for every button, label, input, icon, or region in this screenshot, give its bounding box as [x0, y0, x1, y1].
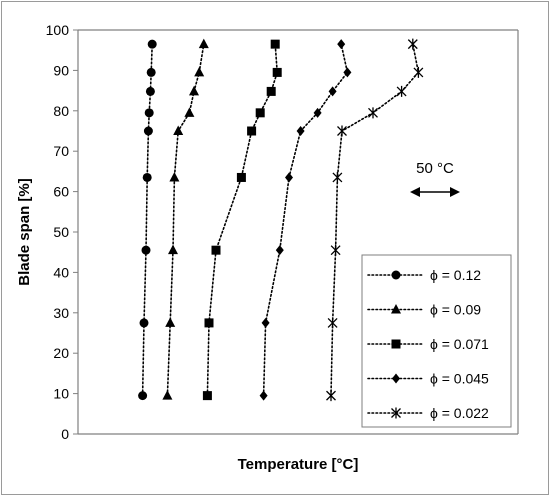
y-tick-label: 30: [53, 305, 69, 321]
data-point-star: [332, 171, 343, 183]
legend: ϕ = 0.12 ϕ = 0.09 ϕ = 0.071 ϕ = 0.045 ϕ = 0.…: [361, 254, 512, 428]
data-point-circle: [144, 108, 154, 118]
series-group: [138, 39, 157, 401]
data-point-circle: [138, 391, 148, 401]
scale-arrow-head-right: [450, 187, 460, 197]
data-point-triangle: [189, 85, 199, 96]
data-point-diamond: [328, 86, 337, 97]
y-tick-label: 10: [53, 386, 69, 402]
series-layer: [138, 38, 424, 402]
data-point-square: [211, 245, 221, 255]
legend-item: ϕ = 0.045: [367, 371, 489, 387]
data-point-circle: [146, 67, 156, 77]
data-point-star: [391, 407, 401, 419]
data-point-diamond: [259, 390, 268, 401]
scale-arrow-head-left: [410, 187, 420, 197]
data-point-circle: [143, 126, 153, 136]
data-point-triangle: [198, 38, 209, 49]
data-point-triangle: [169, 171, 180, 182]
data-point-triangle: [165, 317, 176, 327]
data-point-diamond: [313, 107, 322, 118]
series-line: [206, 43, 279, 397]
y-tick-label: 60: [53, 184, 69, 200]
data-point-star: [407, 38, 418, 50]
y-tick-label: 0: [61, 426, 69, 442]
legend-label: ϕ = 0.071: [430, 336, 489, 352]
legend-items: ϕ = 0.12 ϕ = 0.09 ϕ = 0.071 ϕ = 0.045 ϕ = 0.…: [367, 267, 489, 421]
data-point-triangle: [173, 125, 184, 135]
y-axis-title: Blade span [%]: [16, 178, 33, 286]
data-point-square: [255, 108, 265, 118]
series-line: [141, 43, 153, 397]
data-point-diamond: [296, 126, 305, 136]
x-axis-title: Temperature [°C]: [238, 456, 359, 473]
legend-item: ϕ = 0.09: [367, 302, 481, 318]
legend-item: ϕ = 0.12: [367, 267, 481, 283]
data-point-triangle: [162, 390, 173, 400]
data-point-triangle: [168, 244, 178, 255]
data-point-diamond: [285, 172, 293, 183]
y-tick-label: 70: [53, 143, 69, 159]
legend-box: [361, 254, 512, 428]
data-point-circle: [141, 245, 151, 255]
data-point-circle: [391, 270, 401, 280]
legend-item: ϕ = 0.022: [367, 405, 489, 421]
legend-label: ϕ = 0.022: [430, 405, 489, 421]
data-point-circle: [142, 172, 152, 182]
data-point-diamond: [337, 39, 346, 50]
legend-item: ϕ = 0.071: [367, 336, 489, 352]
y-tick-label: 50: [53, 224, 69, 240]
data-point-square: [247, 126, 257, 136]
data-point-diamond: [343, 67, 352, 78]
data-point-diamond: [275, 245, 284, 256]
y-tick-label: 80: [53, 103, 69, 119]
data-point-square: [270, 39, 280, 49]
data-point-square: [236, 172, 246, 182]
series-line: [166, 43, 205, 397]
data-point-star: [337, 125, 347, 137]
data-point-star: [396, 85, 407, 97]
y-tick-label: 100: [46, 22, 70, 38]
y-tick-group: 0 10 20 30 40 50 60 70 80 90 100: [46, 22, 78, 442]
data-point-circle: [147, 39, 157, 49]
data-point-square: [272, 67, 282, 77]
y-tick-label: 40: [53, 264, 69, 280]
data-point-square: [266, 86, 276, 96]
legend-label: ϕ = 0.09: [430, 302, 481, 318]
data-point-triangle: [391, 304, 401, 314]
data-point-square: [391, 339, 401, 349]
data-point-triangle: [194, 66, 205, 77]
data-point-star: [326, 390, 336, 402]
series-group: [326, 38, 424, 402]
data-point-star: [413, 66, 424, 78]
series-line: [262, 43, 349, 397]
legend-label: ϕ = 0.12: [430, 267, 481, 283]
series-group: [259, 39, 352, 401]
data-point-square: [204, 318, 214, 328]
y-tick-label: 20: [53, 345, 69, 361]
data-point-square: [202, 391, 212, 401]
series-group: [162, 38, 209, 400]
data-point-triangle: [184, 107, 195, 117]
legend-label: ϕ = 0.045: [430, 371, 489, 387]
data-point-star: [368, 107, 378, 119]
data-point-diamond: [392, 373, 400, 384]
y-tick-label: 90: [53, 62, 69, 78]
scale-label: 50 °C: [416, 160, 454, 177]
series-group: [202, 39, 282, 401]
scale-annotation: 50 °C: [410, 160, 460, 197]
data-point-star: [330, 244, 341, 256]
data-point-circle: [145, 86, 155, 96]
data-point-star: [327, 317, 338, 329]
data-point-circle: [139, 318, 149, 328]
data-point-diamond: [261, 317, 270, 328]
